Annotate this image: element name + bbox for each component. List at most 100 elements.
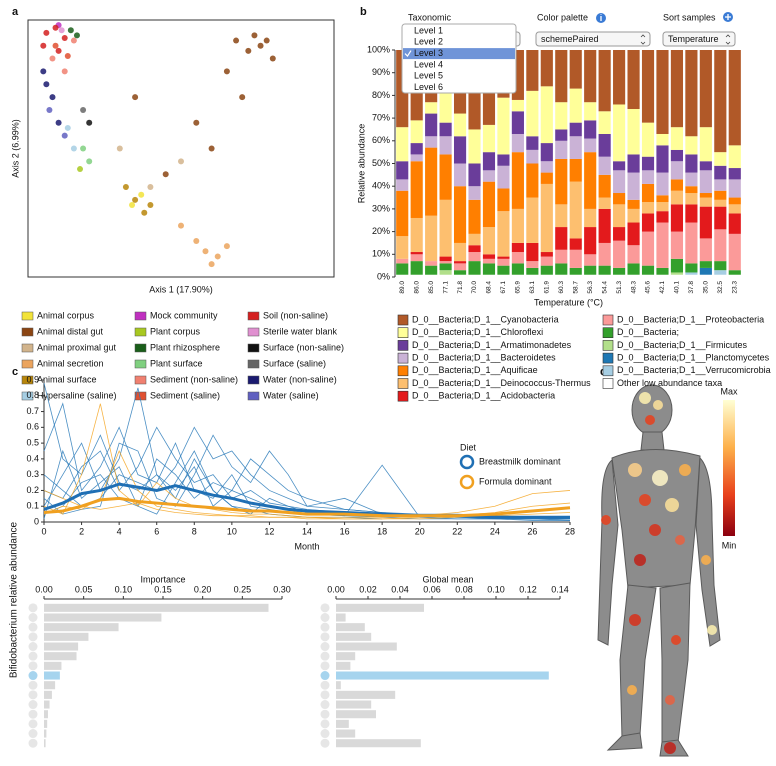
dropdown-option[interactable]: Level 4 — [414, 59, 443, 69]
bar-segment — [699, 50, 712, 128]
bar-segment — [425, 136, 438, 148]
panel-label: c — [12, 366, 18, 378]
bar-segment — [714, 190, 727, 200]
bar-segment — [728, 197, 741, 205]
bar-segment — [396, 190, 409, 237]
bar-segment — [511, 111, 524, 134]
legend-swatch — [602, 352, 614, 364]
bar-segment — [482, 263, 496, 275]
bar-segment — [482, 170, 496, 182]
bar-segment — [685, 186, 698, 194]
heat-spot — [639, 392, 651, 404]
row-marker — [320, 700, 330, 710]
bar-segment — [540, 252, 553, 257]
bar-segment — [714, 229, 727, 262]
dropdown-option[interactable]: Level 6 — [414, 82, 443, 92]
heat-spot — [653, 400, 663, 410]
bar-segment — [468, 129, 481, 164]
bar — [336, 652, 356, 661]
bar-segment — [511, 152, 524, 209]
bar-segment — [425, 215, 438, 262]
legend-label: D_0__Bacteria;D_1__Bacteroidetes — [412, 352, 556, 362]
bar-segment — [410, 143, 423, 155]
row-marker — [28, 709, 38, 719]
dropdown-option[interactable]: Level 3 — [414, 48, 443, 58]
select-value: schemePaired — [541, 34, 599, 44]
bar-segment — [627, 222, 640, 246]
bar-segment — [699, 161, 712, 171]
bar-segment — [656, 222, 669, 268]
bar-segment — [482, 227, 496, 255]
bar-segment — [569, 274, 582, 277]
bar-segment — [584, 138, 597, 153]
dropdown-option[interactable]: Level 1 — [414, 25, 443, 35]
point — [46, 106, 53, 113]
x-tick-label: 4 — [117, 526, 122, 536]
x-tick-label: 0.00 — [35, 584, 53, 594]
bar-segment — [540, 274, 553, 277]
x-tick-label: 32.5 — [717, 281, 724, 294]
bar-segment — [511, 263, 524, 275]
legend-label: Hypersaline (saline) — [37, 390, 117, 400]
legend-marker — [459, 454, 475, 470]
bar-segment — [685, 50, 698, 137]
bar-segment — [526, 136, 539, 150]
bar-segment — [439, 136, 452, 155]
legend-swatch — [134, 343, 147, 353]
legend-label: D_0__Bacteria; — [617, 327, 679, 337]
bar-segment — [641, 170, 655, 184]
bar-segment — [699, 206, 712, 239]
legend-label: Animal corpus — [37, 310, 95, 320]
bar-segment — [714, 165, 727, 180]
point — [147, 202, 154, 209]
bar-segment — [584, 120, 597, 139]
legend-swatch — [397, 352, 409, 364]
legend-swatch — [21, 343, 34, 353]
bar — [336, 671, 549, 680]
point — [40, 68, 47, 75]
bar-segment — [468, 163, 481, 187]
point — [138, 191, 145, 198]
select-box[interactable] — [535, 31, 651, 47]
bar-segment — [699, 170, 712, 194]
point — [55, 47, 62, 54]
legend-label: Sterile water blank — [263, 326, 338, 336]
point — [245, 47, 252, 54]
point — [61, 34, 68, 41]
bar-segment — [598, 133, 611, 157]
point — [86, 158, 93, 165]
bar-segment — [511, 208, 524, 243]
bar-segment — [670, 204, 684, 232]
row-marker — [28, 622, 38, 632]
bar-segment — [410, 154, 423, 162]
bar-segment — [497, 188, 510, 212]
x-tick-label: 51.3 — [616, 281, 623, 294]
bar-segment — [569, 158, 582, 182]
bar-segment — [511, 252, 524, 264]
dropdown-option[interactable]: Level 5 — [414, 71, 443, 81]
dropdown-option[interactable]: Level 2 — [414, 37, 443, 47]
y-tick-label: 0.1 — [26, 501, 39, 511]
point — [80, 106, 87, 113]
row-marker — [28, 651, 38, 661]
bar-segment — [453, 136, 467, 164]
subject-line — [43, 403, 571, 518]
legend-label: Surface (non-saline) — [263, 342, 344, 352]
x-tick-label: 28 — [565, 526, 575, 536]
legend-label: D_0__Bacteria;D_1__Planctomycetes — [617, 352, 770, 362]
bar-segment — [555, 102, 568, 130]
heat-spot — [627, 685, 637, 695]
mean-line — [43, 482, 570, 519]
bar — [336, 710, 376, 719]
row-marker — [320, 603, 330, 613]
bar-segment — [396, 236, 409, 259]
bar — [44, 652, 77, 661]
heat-spot — [665, 498, 679, 512]
select-value: Temperature — [668, 34, 719, 44]
row-marker — [28, 671, 38, 681]
bar-segment — [714, 206, 727, 230]
bar — [336, 681, 341, 690]
bar-segment — [555, 263, 568, 275]
select-box[interactable] — [662, 31, 736, 47]
row-marker — [28, 680, 38, 690]
